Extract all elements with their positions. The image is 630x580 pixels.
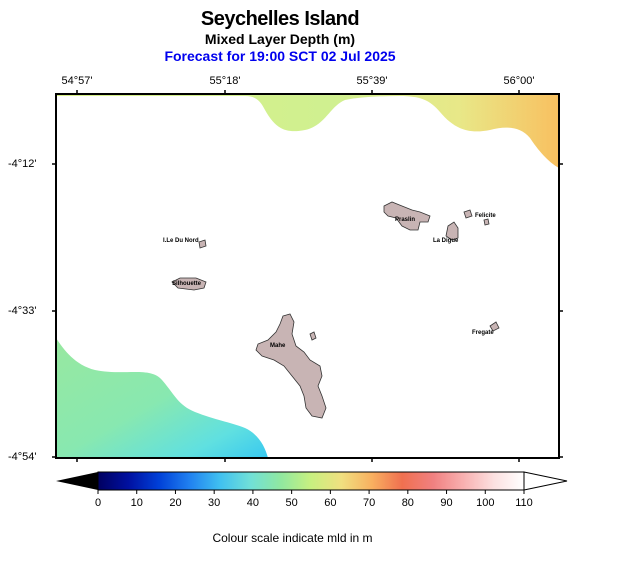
lon-label-2: 55°18' <box>209 75 241 87</box>
colorbar <box>56 471 568 494</box>
axis-ticks <box>52 90 563 462</box>
colorbar-tick-label: 40 <box>246 497 260 509</box>
colorbar-tick-label: 70 <box>362 497 376 509</box>
place-label-ile-du-nord: I.Le Du Nord <box>163 238 199 244</box>
colorbar-tick-label: 80 <box>401 497 414 509</box>
place-label-silhouette: Silhouette <box>172 281 202 287</box>
place-label-fregate: Fregate <box>472 330 494 336</box>
island-du-nord <box>198 239 207 249</box>
mld-shading-southwest <box>56 338 268 458</box>
forecast-time: Forecast for 19:00 SCT 02 Jul 2025 <box>164 48 396 64</box>
island-felicite <box>463 209 473 219</box>
lat-label-3: -4°54' <box>8 451 37 463</box>
colorbar-underflow-arrow <box>56 472 98 490</box>
island-la-digue <box>445 221 459 241</box>
colorbar-tick-label: 60 <box>324 497 337 509</box>
place-label-felicite: Felicite <box>475 213 496 219</box>
mld-shading-north <box>56 94 559 168</box>
island-fregate <box>489 321 500 332</box>
colorbar-overflow-arrow <box>523 471 568 491</box>
colorbar-tick-label: 100 <box>476 497 495 509</box>
place-label-mahe: Mahe <box>270 343 286 349</box>
map-title: Seychelles Island <box>200 8 360 30</box>
place-label-la-digue: La Digue <box>433 238 459 244</box>
map-subtitle: Mixed Layer Depth (m) <box>204 31 356 47</box>
lon-label-4: 56°00' <box>503 75 535 87</box>
colorbar-tick-label: 50 <box>285 497 298 509</box>
colorbar-tick-label: 20 <box>169 497 182 509</box>
colorbar-tick-label: 90 <box>440 497 453 509</box>
island-praslin <box>383 201 431 231</box>
place-label-praslin: Praslin <box>395 217 415 223</box>
lat-label-1: -4°12' <box>8 158 37 170</box>
lon-label-3: 55°39' <box>356 75 388 87</box>
colorbar-gradient <box>97 471 525 491</box>
colorbar-caption: Colour scale indicate mld in m <box>212 531 373 545</box>
colorbar-tick-label: 30 <box>208 497 221 509</box>
island-mahe-east-islet <box>309 331 317 341</box>
lon-label-1: 54°57' <box>61 75 93 87</box>
colorbar-tick-label: 110 <box>515 497 533 509</box>
colorbar-tick-label: 10 <box>130 497 143 509</box>
lat-label-2: -4°33' <box>8 305 37 317</box>
map-frame <box>55 93 560 459</box>
island-silhouette <box>171 277 207 291</box>
colorbar-tick-label: 0 <box>94 497 102 509</box>
island-mahe <box>255 313 327 419</box>
island-felicite-small <box>483 218 490 226</box>
